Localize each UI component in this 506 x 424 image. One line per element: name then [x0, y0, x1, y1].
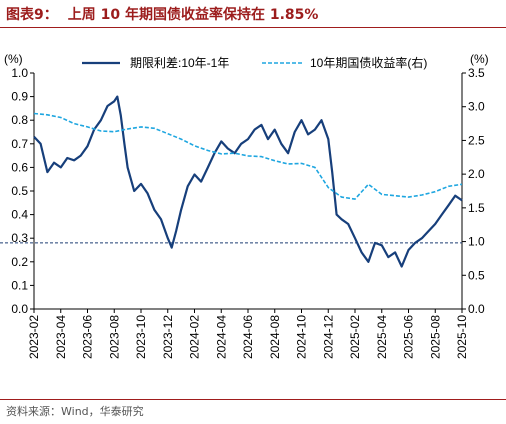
source-note: 资料来源：Wind，华泰研究: [6, 405, 144, 418]
x-axis-tick-label: 2023-02: [27, 315, 41, 359]
left-axis-tick-label: 0.5: [11, 184, 28, 198]
figure-label: 图表9：: [6, 7, 58, 23]
left-axis-tick-label: 0.7: [11, 137, 28, 151]
left-axis-tick-label: 0.6: [11, 160, 28, 174]
left-axis-tick-label: 1.0: [11, 66, 28, 80]
series-line-spread: [33, 95, 463, 268]
x-axis-tick-label: 2024-08: [268, 315, 282, 359]
x-axis-tick-label: 2024-02: [188, 315, 202, 359]
x-axis-tick-label: 2025-08: [428, 315, 442, 359]
x-axis-tick-label: 2025-10: [455, 315, 469, 359]
x-axis-tick-label: 2023-10: [134, 315, 148, 359]
chart-axes: 0.0 0.1 0.2 0.3 0.4 0.5 0.6 0.7 0.8 0.9 1.0 0.0 0.5 1…: [4, 52, 489, 359]
x-axis-tick-label: 2024-10: [295, 315, 309, 359]
right-axis-tick-label: 1.0: [468, 235, 485, 249]
right-axis-tick-label: 2.0: [468, 167, 485, 181]
left-axis-unit: (%): [4, 52, 23, 66]
chart-legend: 期限利差:10年-1年 10年期国债收益率(右): [82, 55, 427, 70]
title-divider: [0, 27, 506, 28]
left-axis-tick-label: 0.4: [11, 208, 28, 222]
left-axis-tick-label: 0.1: [11, 278, 28, 292]
right-axis-tick-label: 1.5: [468, 201, 485, 215]
right-axis-tick-label: 3.0: [468, 100, 485, 114]
x-axis-tick-label: 2024-12: [321, 315, 335, 359]
series-lines: [33, 95, 463, 268]
x-axis-tick-label: 2023-04: [54, 315, 68, 359]
x-axis-tick-label: 2025-06: [402, 315, 416, 359]
left-axis-tick-label: 0.2: [11, 255, 28, 269]
source-divider: [0, 399, 506, 400]
chart: 0.0 0.1 0.2 0.3 0.4 0.5 0.6 0.7 0.8 0.9 1.0 0.0 0.5 1…: [0, 52, 489, 359]
left-axis-tick-label: 0.8: [11, 113, 28, 127]
right-axis-unit: (%): [470, 52, 489, 66]
left-axis-tick-label: 0.3: [11, 231, 28, 245]
legend-label-spread: 期限利差:10年-1年: [130, 56, 229, 70]
legend-label-yield: 10年期国债收益率(右): [310, 55, 427, 70]
right-axis-tick-label: 3.5: [468, 66, 485, 80]
right-axis-tick-label: 0.0: [468, 302, 485, 316]
x-axis-tick-label: 2025-02: [348, 315, 362, 359]
figure-title: 图表9： 上周 10 年期国债收益率保持在 1.85%: [6, 4, 318, 24]
left-axis-tick-label: 0.9: [11, 90, 28, 104]
series-line-yield: [33, 112, 463, 200]
x-axis-tick-label: 2025-04: [375, 315, 389, 359]
right-axis-tick-label: 2.5: [468, 133, 485, 147]
x-axis-tick-label: 2024-06: [241, 315, 255, 359]
x-axis-tick-label: 2023-12: [161, 315, 175, 359]
x-axis-tick-label: 2023-06: [81, 315, 95, 359]
figure-title-text: 上周 10 年期国债收益率保持在 1.85%: [67, 7, 319, 23]
left-axis-tick-label: 0.0: [11, 302, 28, 316]
right-axis-tick-label: 0.5: [468, 268, 485, 282]
x-axis-tick-label: 2023-08: [107, 315, 121, 359]
x-axis-tick-label: 2024-04: [214, 315, 228, 359]
